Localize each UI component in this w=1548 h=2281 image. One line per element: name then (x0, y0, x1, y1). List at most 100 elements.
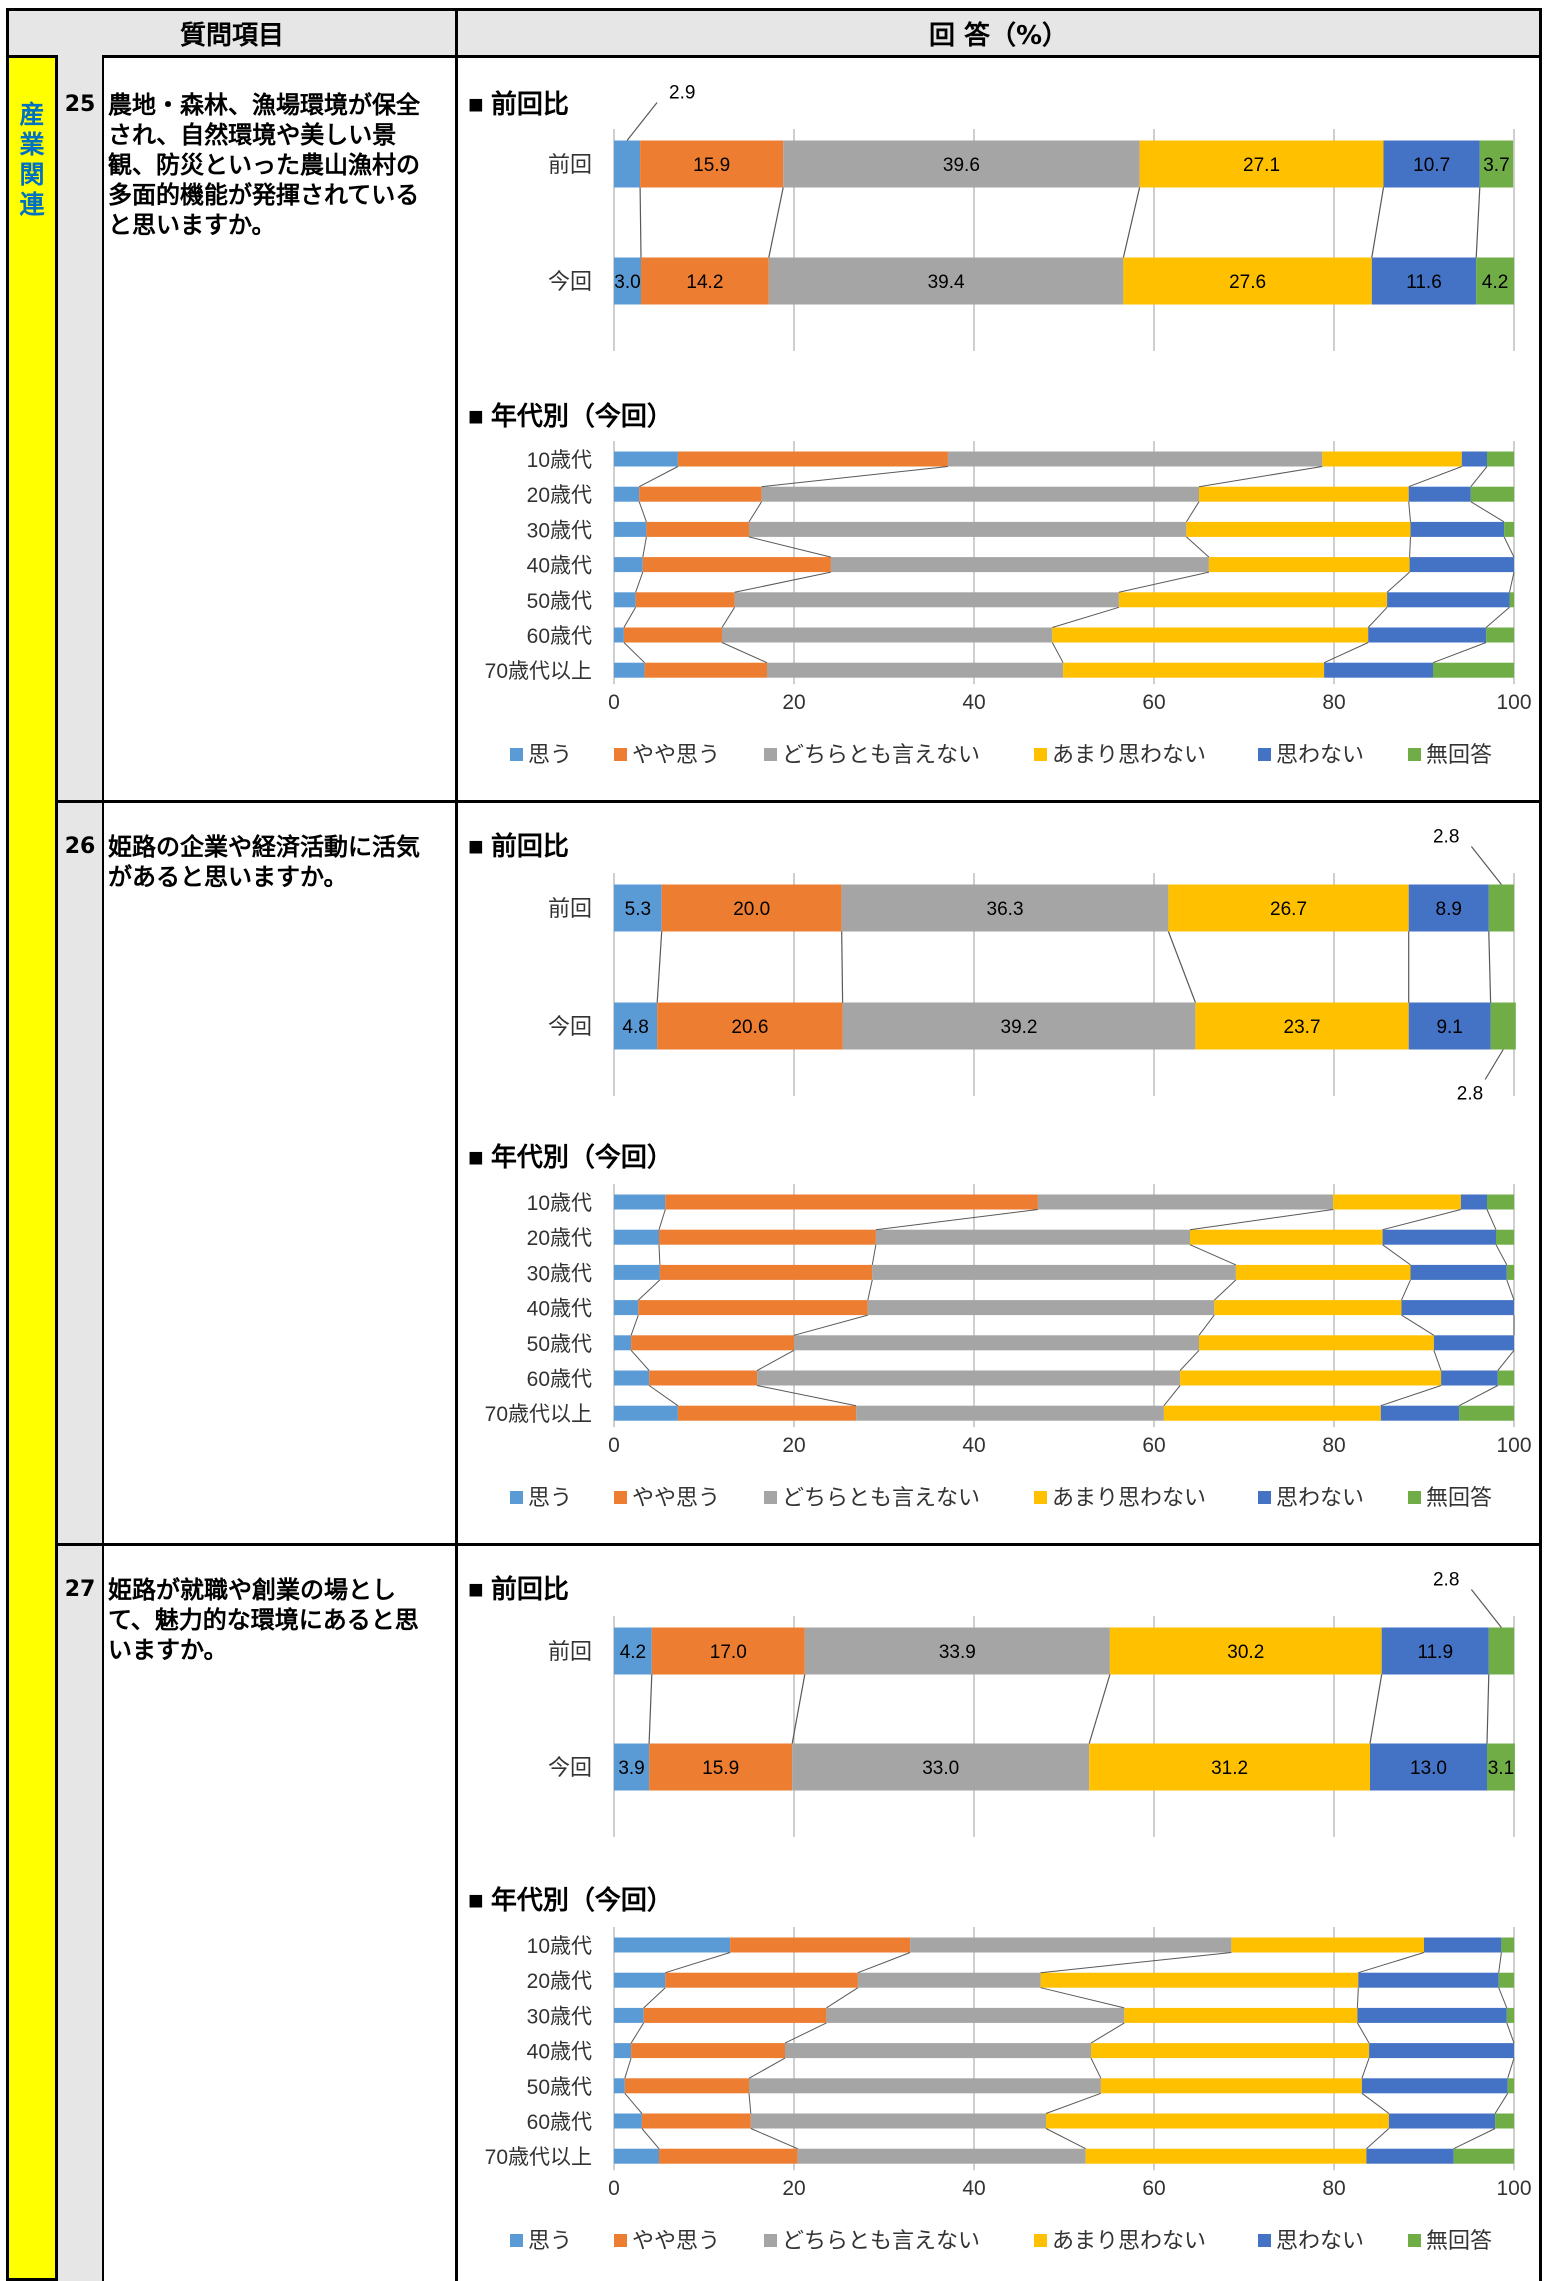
frame-right (1539, 55, 1542, 2281)
connector-line (638, 501, 647, 523)
bar-segment (614, 2113, 642, 2129)
connector-line (630, 1349, 650, 1371)
connector-line (734, 571, 832, 593)
bar-segment (659, 1264, 873, 1280)
connector-line (750, 2128, 798, 2150)
category-label: 今回 (548, 1755, 592, 1780)
connector-line (1367, 606, 1388, 628)
connector-line (1369, 1674, 1383, 1744)
bar-segment (1497, 1370, 1514, 1386)
header-answer-label: 回 答（%） (928, 20, 1069, 51)
connector-line (1356, 2022, 1370, 2044)
data-label: 39.2 (1001, 1017, 1038, 1038)
outside-data-label: 2.8 (1457, 1084, 1483, 1105)
connector-line (1494, 2093, 1509, 2114)
bar-segment (1382, 1229, 1496, 1245)
question-number: 26 (64, 834, 96, 859)
legend-swatch (1258, 1491, 1271, 1504)
connector-line (630, 1314, 639, 1336)
bar-segment (1410, 1264, 1507, 1280)
connector-line (642, 536, 647, 558)
connector-line (748, 2057, 786, 2079)
bar-segment (1124, 2007, 1358, 2023)
connector-line (1409, 536, 1411, 558)
data-label: 3.9 (618, 1758, 644, 1779)
axis-tick-label: 20 (782, 691, 805, 714)
connector-line (841, 931, 844, 1003)
data-label: 11.6 (1406, 272, 1442, 293)
connector-line (1122, 187, 1141, 258)
data-label: 39.4 (928, 272, 965, 293)
bar-segment (1495, 2113, 1514, 2129)
bar-segment (1476, 257, 1514, 305)
axis-tick-label: 0 (608, 691, 620, 714)
connector-line (1458, 1385, 1499, 1407)
question-text: 姫路の企業や経済活動に活気があると思いますか。 (108, 833, 420, 891)
question-text: 農地・森林、漁場環境が保全され、自然環境や美しい景観、防災といった農山漁村の多面… (108, 91, 420, 239)
outside-data-label: 2.8 (1433, 1570, 1459, 1591)
connector-line (635, 571, 644, 593)
bar-segment (757, 1370, 1181, 1386)
data-label: 26.7 (1270, 899, 1307, 920)
divider-vertical (455, 55, 458, 2281)
bar-segment (1506, 1264, 1514, 1280)
connector-line (1506, 2022, 1515, 2044)
bar-segment (1333, 1194, 1461, 1210)
age-category-label: 50歳代 (527, 590, 592, 613)
connector-line (665, 1952, 731, 1974)
bar-segment (1085, 2148, 1367, 2164)
connector-line (1163, 1385, 1181, 1407)
connector-line (1453, 2128, 1496, 2150)
connector-line (1371, 187, 1385, 258)
bar-segment (657, 1002, 843, 1050)
bar-segment (1186, 521, 1411, 537)
comparison-title: ■ 前回比 (468, 1574, 569, 1604)
category-label: 前回 (548, 152, 592, 177)
connector-line (630, 2022, 645, 2044)
bar-segment (804, 1627, 1110, 1675)
connector-line (1408, 466, 1462, 488)
bar-segment (665, 1972, 858, 1988)
legend-swatch (1408, 2234, 1421, 2247)
bar-segment (1357, 2007, 1507, 2023)
legend-swatch (1034, 748, 1047, 761)
bar-segment (1231, 1937, 1424, 1953)
age-category-label: 10歳代 (527, 1935, 592, 1958)
bar-segment (641, 257, 769, 305)
bar-segment (1109, 1627, 1382, 1675)
connector-line (1118, 571, 1210, 593)
connector-line (623, 607, 637, 628)
bar-segment (1409, 557, 1514, 573)
bar-segment (1195, 1002, 1409, 1050)
bar-segment (677, 451, 948, 467)
legend-label: 思う (528, 2228, 572, 2253)
question-text: 姫路が就職や創業の場として、魅力的な環境にあると思いますか。 (108, 1576, 419, 1664)
bar-segment (730, 1937, 911, 1953)
bar-segment (1433, 1335, 1514, 1351)
data-label: 3.0 (614, 272, 640, 293)
connector-line (1185, 501, 1200, 523)
bar-segment (1366, 2148, 1454, 2164)
data-label: 4.2 (620, 1642, 646, 1663)
bar-segment (1046, 2113, 1389, 2129)
connector-line (1189, 1244, 1237, 1266)
bar-segment (1091, 2043, 1370, 2059)
bar-segment (1190, 1229, 1383, 1245)
axis-tick-label: 40 (962, 691, 985, 714)
bar-segment (614, 521, 647, 537)
age-category-label: 50歳代 (527, 1333, 592, 1356)
age-category-label: 70歳代以上 (485, 660, 592, 683)
connector-line (1090, 2022, 1125, 2044)
axis-tick-label: 100 (1496, 1434, 1531, 1457)
data-label: 27.6 (1229, 272, 1266, 293)
bar-segment (826, 2007, 1125, 2023)
bar-segment (1208, 557, 1410, 573)
bar-segment (623, 627, 722, 643)
bar-segment (665, 1194, 1038, 1210)
bar-segment (842, 1002, 1196, 1050)
age-chart-title: ■ 年代別（今回） (468, 401, 673, 431)
connector-line (1040, 1952, 1232, 1974)
legend-label: やや思う (632, 742, 720, 767)
bar-segment (1118, 592, 1388, 608)
bar-segment (1040, 1972, 1359, 1988)
